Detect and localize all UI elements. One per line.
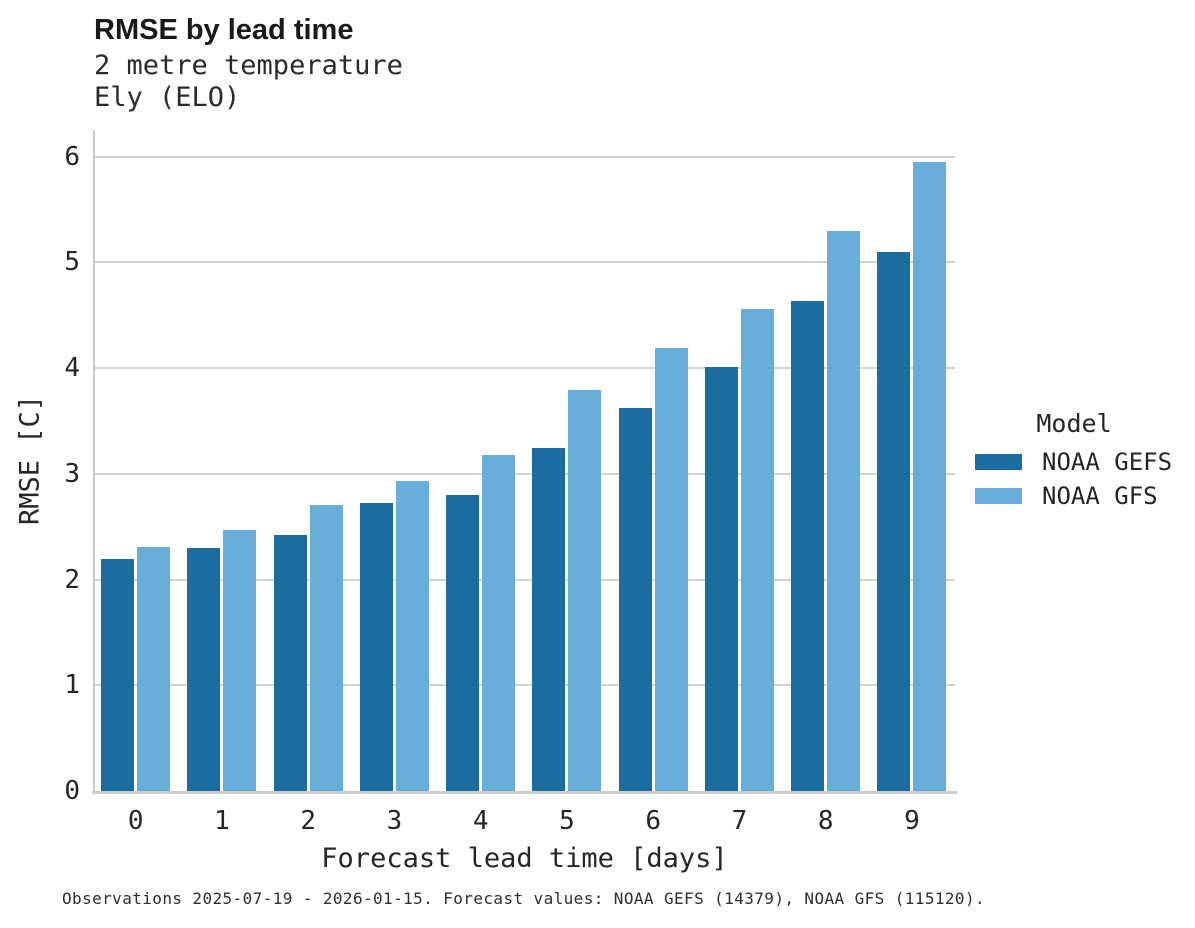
legend-item-label: NOAA GEFS <box>1042 448 1173 476</box>
bar-noaa-gefs-day-1 <box>187 547 221 791</box>
gridline-y-6 <box>94 155 955 158</box>
bar-noaa-gefs-day-6 <box>618 408 652 791</box>
legend-item-label: NOAA GFS <box>1042 482 1158 510</box>
x-tick-label-2: 2 <box>300 806 317 836</box>
y-tick-label-1: 1 <box>64 670 80 701</box>
footer-caption: Observations 2025-07-19 - 2026-01-15. Fo… <box>62 889 986 908</box>
bar-noaa-gefs-day-4 <box>446 494 480 791</box>
y-tick-label-5: 5 <box>64 247 80 278</box>
x-tick-label-8: 8 <box>817 806 834 836</box>
bar-noaa-gefs-day-5 <box>532 448 566 791</box>
chart-title: RMSE by lead time <box>94 14 354 46</box>
y-tick-label-4: 4 <box>64 353 80 383</box>
bar-noaa-gefs-day-2 <box>273 535 307 791</box>
y-tick-label-3: 3 <box>64 458 80 489</box>
gridline-y-5 <box>94 261 955 264</box>
bar-noaa-gfs-day-7 <box>740 308 774 791</box>
legend-item-noaa-gefs: NOAA GEFS <box>975 446 1185 478</box>
x-tick-label-1: 1 <box>214 806 230 836</box>
bar-noaa-gefs-day-0 <box>101 559 135 791</box>
bar-noaa-gefs-day-3 <box>359 503 393 791</box>
x-axis-label: Forecast lead time [days] <box>321 843 728 874</box>
gridline-y-3 <box>94 472 955 475</box>
bar-noaa-gfs-day-6 <box>654 347 688 791</box>
gridline-y-4 <box>94 367 955 369</box>
x-tick-label-9: 9 <box>904 806 920 836</box>
bar-noaa-gefs-day-9 <box>877 251 911 791</box>
legend-swatch-noaa-gfs <box>975 488 1022 504</box>
bar-noaa-gfs-day-2 <box>309 505 343 791</box>
x-axis-line <box>92 791 957 794</box>
legend-item-noaa-gfs: NOAA GFS <box>975 480 1185 512</box>
bar-noaa-gfs-day-4 <box>482 454 516 791</box>
x-tick-label-3: 3 <box>386 806 403 836</box>
bar-noaa-gfs-day-1 <box>223 529 257 791</box>
bar-noaa-gfs-day-3 <box>395 481 429 791</box>
bar-noaa-gfs-day-8 <box>827 230 861 791</box>
x-tick-label-0: 0 <box>127 806 144 836</box>
y-tick-label-0: 0 <box>64 776 80 806</box>
x-tick-label-5: 5 <box>559 806 575 836</box>
y-tick-label-2: 2 <box>64 564 80 595</box>
legend: Model NOAA GEFS NOAA GFS <box>975 408 1185 514</box>
x-tick-label-7: 7 <box>731 806 748 836</box>
legend-swatch-noaa-gefs <box>975 454 1022 470</box>
x-tick-label-6: 6 <box>645 806 662 836</box>
y-tick-label-6: 6 <box>64 141 80 172</box>
legend-items: NOAA GEFS NOAA GFS <box>975 446 1185 512</box>
bar-noaa-gefs-day-8 <box>791 301 825 791</box>
bar-noaa-gefs-day-7 <box>704 366 738 791</box>
bar-noaa-gfs-day-5 <box>568 390 602 791</box>
chart-subtitle-location: Ely (ELO) <box>94 82 241 113</box>
bar-noaa-gfs-day-0 <box>137 546 171 791</box>
legend-title: Model <box>1036 409 1112 438</box>
bar-noaa-gfs-day-9 <box>913 161 947 791</box>
x-tick-label-4: 4 <box>472 806 489 836</box>
y-axis-spine <box>93 130 95 794</box>
gridline-y-2 <box>94 578 955 581</box>
gridline-y-1 <box>94 684 955 687</box>
y-axis-label: RMSE [C] <box>14 394 46 526</box>
chart-subtitle-variable: 2 metre temperature <box>94 50 403 81</box>
